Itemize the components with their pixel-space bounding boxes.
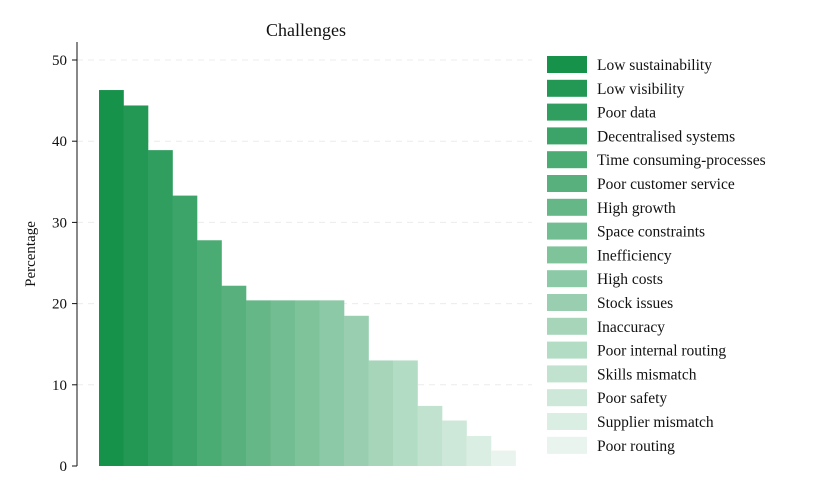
legend-label: Low sustainability [597, 57, 712, 74]
chart-title: Challenges [266, 20, 346, 40]
legend-label: High costs [597, 271, 663, 288]
bar [172, 195, 198, 466]
legend-label: Inaccuracy [597, 319, 665, 336]
bar [319, 300, 345, 466]
legend-swatch [547, 294, 587, 311]
legend-label: Poor customer service [597, 176, 735, 193]
bar [417, 405, 443, 466]
legend-swatch [547, 436, 587, 454]
bar [246, 300, 271, 466]
legend-label: Poor data [597, 105, 656, 122]
bars [99, 90, 516, 467]
y-ticks: 0 10 20 30 40 50 [52, 53, 77, 475]
legend-swatch [547, 341, 587, 359]
y-tick-label: 20 [52, 297, 67, 313]
legend-swatch [547, 365, 587, 383]
legend-label: Time consuming-processes [597, 152, 766, 169]
bar [99, 90, 124, 466]
legend-label: Decentralised systems [597, 128, 735, 145]
bar [221, 285, 247, 466]
legend-swatch [547, 413, 587, 430]
legend-swatch [547, 198, 587, 216]
y-axis-label: Percentage [23, 221, 39, 287]
legend-swatch [547, 151, 587, 169]
legend-swatch [547, 389, 587, 407]
bar [344, 315, 369, 466]
legend: Low sustainability Low visibility Poor dat… [547, 56, 766, 455]
y-tick-label: 30 [52, 215, 67, 231]
y-tick-label: 10 [52, 378, 67, 394]
legend-swatch [547, 270, 587, 288]
legend-swatch [547, 127, 587, 145]
gridlines [77, 59, 532, 386]
bar [466, 435, 492, 466]
bar [368, 360, 394, 466]
y-tick-label: 40 [52, 134, 67, 150]
y-tick-label: 50 [52, 53, 67, 69]
legend-swatch [547, 175, 587, 192]
legend-swatch [547, 56, 587, 73]
legend-swatch [547, 222, 587, 240]
bar [123, 105, 149, 467]
legend-label: Inefficiency [597, 247, 672, 264]
legend-swatch [547, 246, 587, 264]
legend-label: Stock issues [597, 295, 673, 312]
legend-label: Poor safety [597, 390, 667, 407]
bar [442, 420, 467, 466]
legend-label: Poor routing [597, 438, 675, 455]
bar [270, 300, 296, 466]
legend-label: Poor internal routing [597, 343, 726, 360]
bar [491, 450, 516, 466]
legend-swatch [547, 103, 587, 121]
bar [295, 300, 320, 466]
legend-swatch [547, 79, 587, 97]
bar [393, 360, 418, 466]
bar [197, 240, 222, 466]
y-tick-label: 0 [60, 459, 68, 475]
bar [148, 150, 173, 466]
legend-label: Supplier mismatch [597, 414, 714, 431]
legend-label: Space constraints [597, 224, 705, 241]
legend-label: Skills mismatch [597, 366, 697, 383]
legend-swatch [547, 317, 587, 335]
legend-label: Low visibility [597, 81, 685, 98]
legend-label: High growth [597, 200, 676, 217]
